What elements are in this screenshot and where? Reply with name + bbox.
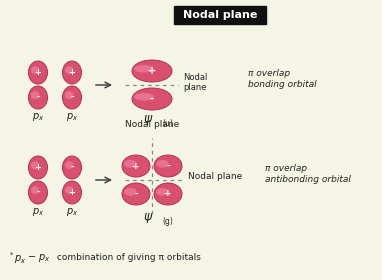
Text: Nodal plane: Nodal plane bbox=[125, 120, 179, 129]
Text: plane: plane bbox=[183, 83, 207, 92]
Ellipse shape bbox=[124, 160, 137, 168]
Ellipse shape bbox=[29, 156, 47, 179]
Ellipse shape bbox=[134, 93, 154, 101]
Text: $^*p_x$: $^*p_x$ bbox=[8, 250, 27, 266]
Ellipse shape bbox=[65, 91, 73, 99]
Ellipse shape bbox=[132, 88, 172, 110]
Text: +: + bbox=[164, 190, 172, 199]
Text: (g): (g) bbox=[162, 216, 173, 225]
Text: Nodal plane: Nodal plane bbox=[188, 171, 242, 181]
Ellipse shape bbox=[31, 66, 39, 74]
Text: -: - bbox=[134, 190, 138, 199]
Text: +: + bbox=[34, 163, 42, 172]
Ellipse shape bbox=[134, 65, 154, 73]
Text: -: - bbox=[36, 188, 40, 197]
Text: combination of giving π orbitals: combination of giving π orbitals bbox=[54, 253, 201, 263]
Ellipse shape bbox=[31, 91, 39, 99]
Text: $- \ p_x$: $- \ p_x$ bbox=[27, 252, 50, 264]
Ellipse shape bbox=[156, 188, 169, 196]
FancyBboxPatch shape bbox=[174, 6, 266, 24]
Text: $p_x$: $p_x$ bbox=[32, 111, 44, 123]
Text: π overlap
antibonding orbital: π overlap antibonding orbital bbox=[265, 164, 351, 185]
Ellipse shape bbox=[63, 61, 81, 84]
Text: +: + bbox=[68, 68, 76, 77]
Ellipse shape bbox=[29, 61, 47, 84]
Text: -: - bbox=[70, 163, 74, 172]
Ellipse shape bbox=[31, 186, 39, 194]
Ellipse shape bbox=[65, 66, 73, 74]
Text: Nodal plane: Nodal plane bbox=[183, 10, 257, 20]
Ellipse shape bbox=[156, 160, 169, 168]
Ellipse shape bbox=[122, 155, 150, 177]
Text: +: + bbox=[148, 66, 156, 76]
Ellipse shape bbox=[154, 183, 182, 205]
Ellipse shape bbox=[63, 86, 81, 109]
Text: π overlap
bonding orbital: π overlap bonding orbital bbox=[248, 69, 317, 89]
Text: +: + bbox=[132, 162, 140, 171]
Ellipse shape bbox=[124, 188, 137, 196]
Text: $p_x$: $p_x$ bbox=[66, 206, 78, 218]
Ellipse shape bbox=[29, 86, 47, 109]
Ellipse shape bbox=[63, 181, 81, 204]
Ellipse shape bbox=[65, 161, 73, 169]
Text: -: - bbox=[70, 93, 74, 102]
Ellipse shape bbox=[154, 155, 182, 177]
Text: $\psi$: $\psi$ bbox=[143, 211, 153, 225]
Text: +: + bbox=[68, 188, 76, 197]
Text: $\psi$: $\psi$ bbox=[143, 113, 153, 127]
Text: $p_x$: $p_x$ bbox=[66, 111, 78, 123]
Text: -: - bbox=[36, 93, 40, 102]
Ellipse shape bbox=[29, 181, 47, 204]
Ellipse shape bbox=[63, 156, 81, 179]
Text: $p_x$: $p_x$ bbox=[32, 206, 44, 218]
Ellipse shape bbox=[132, 60, 172, 82]
Text: -: - bbox=[150, 94, 154, 104]
Ellipse shape bbox=[65, 186, 73, 194]
Ellipse shape bbox=[31, 161, 39, 169]
Text: (u): (u) bbox=[162, 118, 173, 127]
Ellipse shape bbox=[122, 183, 150, 205]
Text: Nodal: Nodal bbox=[183, 73, 207, 81]
Text: +: + bbox=[34, 68, 42, 77]
Text: -: - bbox=[166, 162, 170, 171]
